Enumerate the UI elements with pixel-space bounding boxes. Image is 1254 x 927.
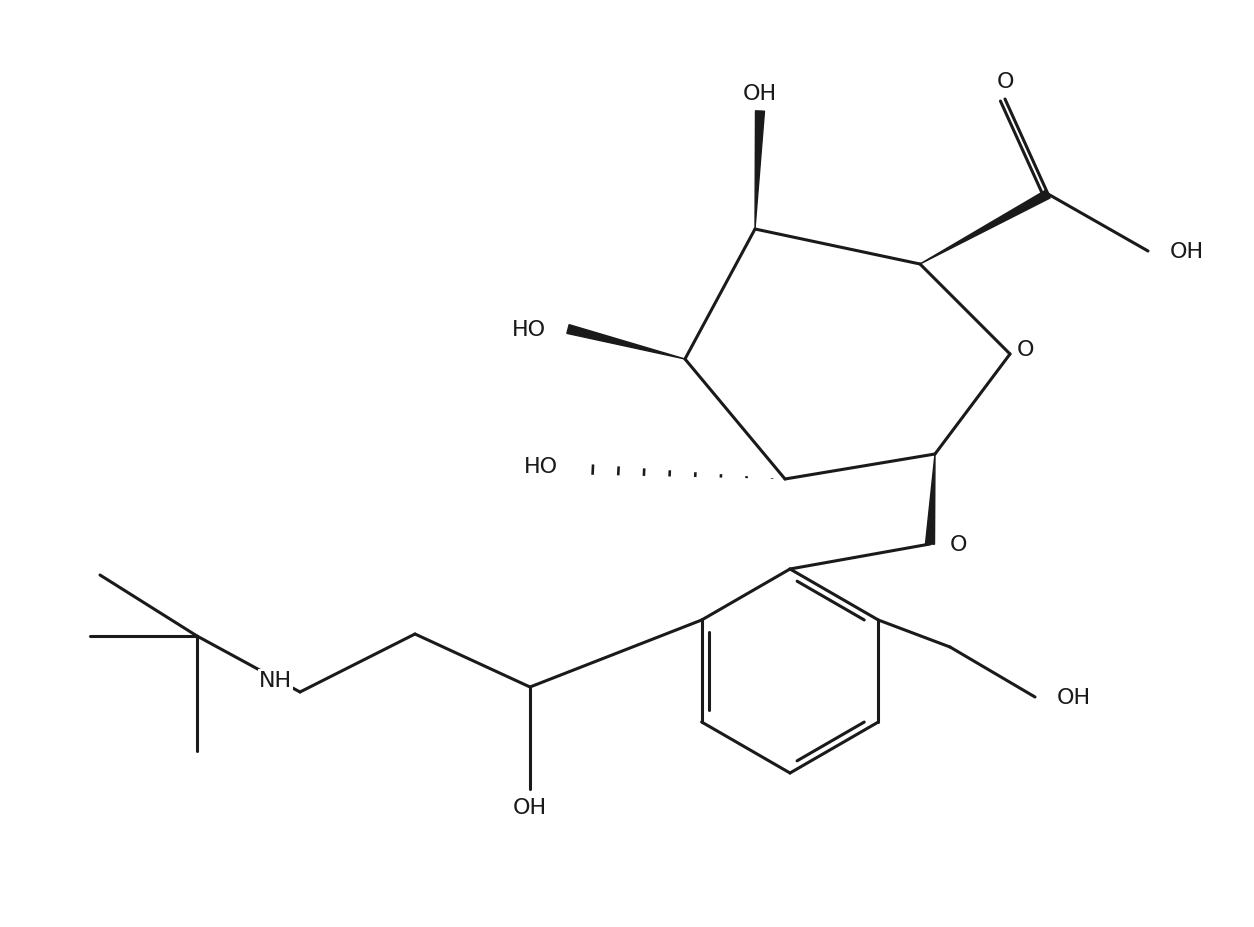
Text: O: O (996, 72, 1013, 92)
Text: HO: HO (512, 320, 545, 339)
Text: OH: OH (1057, 687, 1091, 707)
Text: O: O (951, 535, 968, 554)
Text: OH: OH (513, 797, 547, 817)
Text: OH: OH (1170, 242, 1204, 261)
Text: O: O (1016, 339, 1033, 360)
Polygon shape (920, 191, 1050, 265)
Text: HO: HO (524, 456, 558, 476)
Polygon shape (925, 454, 935, 545)
Polygon shape (755, 111, 765, 230)
Polygon shape (567, 325, 685, 360)
Text: OH: OH (742, 84, 777, 104)
Text: NH: NH (258, 670, 292, 691)
